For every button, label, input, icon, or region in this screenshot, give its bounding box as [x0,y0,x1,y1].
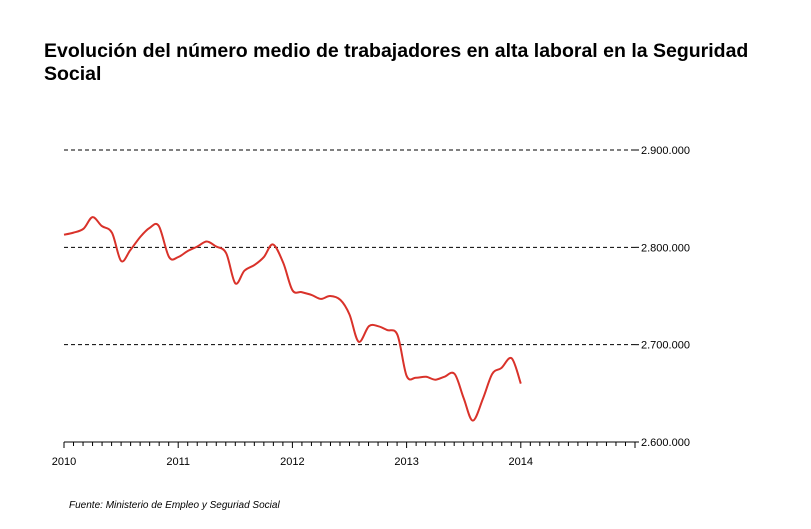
y-tick-label: 2.900.000 [641,145,690,157]
y-tick-label: 2.600.000 [641,437,690,449]
x-tick-label: 2013 [394,456,418,468]
x-tick-label: 2011 [166,456,190,468]
y-tick-label: 2.700.000 [641,340,690,352]
x-tick-label: 2010 [52,456,76,468]
source-note: Fuente: Ministerio de Empleo y Seguriad … [69,500,280,511]
x-tick-label: 2014 [509,456,533,468]
y-tick-label: 2.800.000 [641,242,690,254]
series-line [63,216,522,422]
x-tick-label: 2012 [280,456,304,468]
chart-title: Evolución del número medio de trabajador… [44,40,749,85]
